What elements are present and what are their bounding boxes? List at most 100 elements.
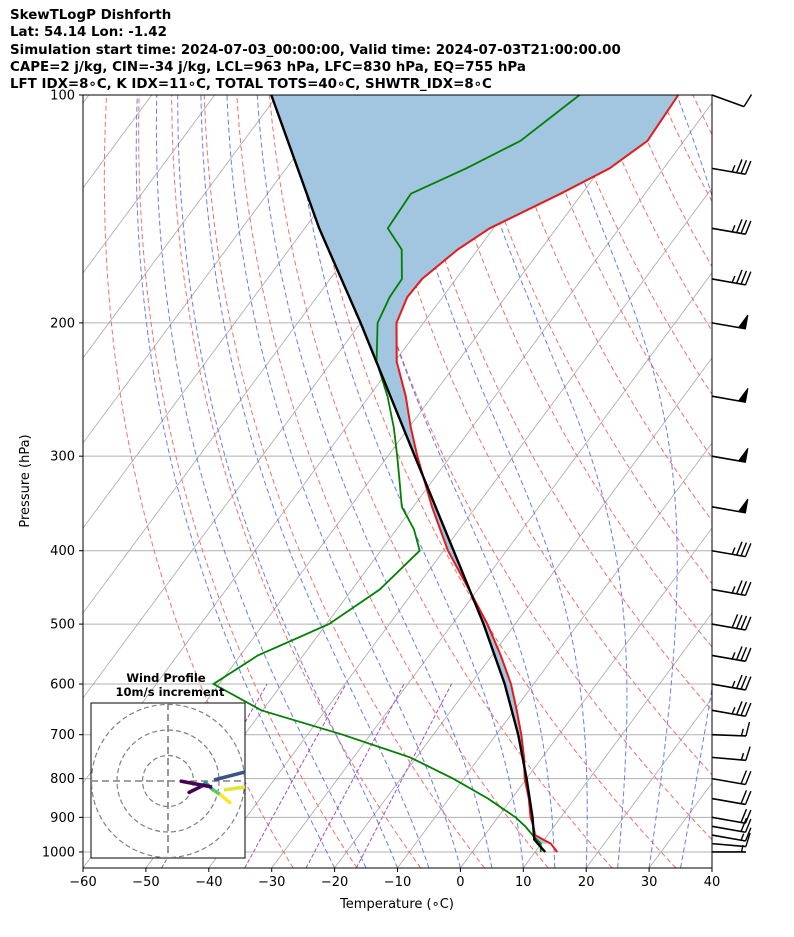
barb-half-feather — [731, 586, 736, 594]
barb-shaft — [711, 623, 746, 631]
y-tick-label: 700 — [50, 728, 75, 743]
barb-feather — [744, 702, 752, 717]
barb-shaft — [711, 709, 746, 718]
indices-line-2: LFT IDX=8∘C, K IDX=11∘C, TOTAL TOTS=40∘C… — [10, 77, 492, 93]
wind-barb — [711, 388, 749, 403]
barb-half-feather — [740, 728, 744, 736]
dry-adiabat — [301, 95, 677, 868]
y-tick-label: 500 — [50, 618, 75, 633]
barb-feather — [740, 542, 748, 557]
barb-shaft — [711, 733, 747, 737]
x-tick-label: −50 — [132, 875, 159, 890]
y-tick-label: 300 — [50, 450, 75, 465]
barb-shaft — [711, 654, 746, 663]
chart-header: SkewTLogP Dishforth Lat: 54.14 Lon: -1.4… — [10, 7, 621, 93]
axes: −60 −50 −40 −30 −20 −10 0 10 20 30 40 1000 900 800 700… — [42, 89, 720, 891]
barb-feather — [744, 616, 752, 631]
barb-feather — [735, 269, 743, 284]
wind-barb — [711, 674, 752, 691]
y-tick-label: 400 — [50, 544, 75, 559]
x-axis-label: Temperature (∘C) — [339, 897, 454, 912]
moist-adiabat — [553, 95, 678, 868]
barb-feather — [744, 790, 752, 805]
barb-flag — [737, 314, 749, 330]
barb-shaft — [711, 797, 746, 806]
hodograph-mid — [213, 770, 245, 782]
barb-feather — [744, 676, 752, 691]
location-line: Lat: 54.14 Lon: -1.42 — [10, 25, 167, 41]
isotherm — [83, 95, 341, 444]
hodograph-segment — [187, 784, 204, 795]
dry-adiabat — [399, 95, 712, 712]
barb-half-feather — [731, 547, 736, 555]
x-tick-label: −40 — [195, 875, 222, 890]
barb-feather — [745, 832, 751, 847]
x-tick-label: −20 — [321, 875, 348, 890]
dry-adiabat — [138, 95, 358, 868]
wind-barb — [711, 746, 751, 762]
y-tick-label: 600 — [50, 678, 75, 693]
chart-title: SkewTLogP Dishforth — [10, 8, 172, 23]
barb-shaft — [711, 816, 746, 825]
barb-half-feather — [731, 652, 736, 660]
dry-adiabat — [431, 95, 712, 648]
barb-feather — [744, 647, 752, 662]
x-tick-label: 40 — [704, 875, 721, 890]
barb-half-feather — [740, 833, 745, 841]
x-tick-label: −10 — [384, 875, 411, 890]
wind-barb — [711, 817, 752, 834]
dry-adiabat — [529, 95, 712, 459]
barb-flag — [737, 388, 749, 403]
barb-feather — [744, 160, 752, 175]
barb-feather — [740, 770, 748, 784]
wind-barb — [711, 770, 752, 786]
moist-adiabat — [200, 95, 430, 868]
barb-feather — [744, 809, 752, 824]
moist-adiabat — [135, 95, 336, 868]
dry-adiabat — [758, 95, 794, 868]
moist-adiabat — [461, 95, 628, 868]
dry-adiabat — [203, 95, 485, 868]
moist-adiabat — [177, 95, 398, 868]
barb-feather — [735, 646, 743, 661]
x-tick-label: −30 — [258, 875, 285, 890]
isotherm — [334, 357, 712, 868]
hodograph-lower — [179, 779, 213, 789]
barb-shaft — [711, 825, 746, 834]
wind-barb — [711, 721, 751, 737]
dry-adiabat — [726, 95, 794, 868]
wind-barb — [711, 219, 752, 235]
barb-feather — [744, 220, 752, 235]
barb-feather — [744, 543, 752, 557]
barb-feather — [735, 701, 743, 715]
x-tick-label: 30 — [641, 875, 658, 890]
mixing-ratio-line — [305, 683, 405, 868]
barb-shaft — [711, 94, 745, 108]
barb-feather — [735, 674, 743, 689]
profiles — [211, 95, 680, 853]
y-tick-label: 800 — [50, 772, 75, 787]
dry-adiabat — [659, 95, 712, 203]
dry-adiabat — [268, 95, 613, 868]
inset-title: Wind Profile — [126, 671, 206, 685]
barb-feather — [740, 647, 748, 661]
isotherm — [208, 187, 712, 868]
barb-half-feather — [731, 275, 736, 283]
hodograph-segment — [219, 793, 232, 805]
barb-feather — [740, 701, 748, 716]
y-tick-label: 900 — [50, 811, 75, 826]
moist-adiabat — [292, 95, 524, 868]
wind-barb — [711, 314, 749, 330]
wind-barbs — [711, 94, 753, 853]
isotherm — [83, 95, 278, 359]
barb-shaft — [711, 756, 746, 762]
moist-adiabat — [391, 95, 588, 868]
dry-adiabat — [334, 95, 712, 841]
barb-shaft — [711, 278, 746, 286]
x-tick-label: 20 — [578, 875, 595, 890]
moist-adiabat — [711, 865, 712, 868]
barb-half-feather — [740, 752, 745, 761]
dry-adiabat — [366, 95, 712, 776]
isotherm — [711, 867, 712, 868]
barb-feather — [744, 770, 752, 785]
